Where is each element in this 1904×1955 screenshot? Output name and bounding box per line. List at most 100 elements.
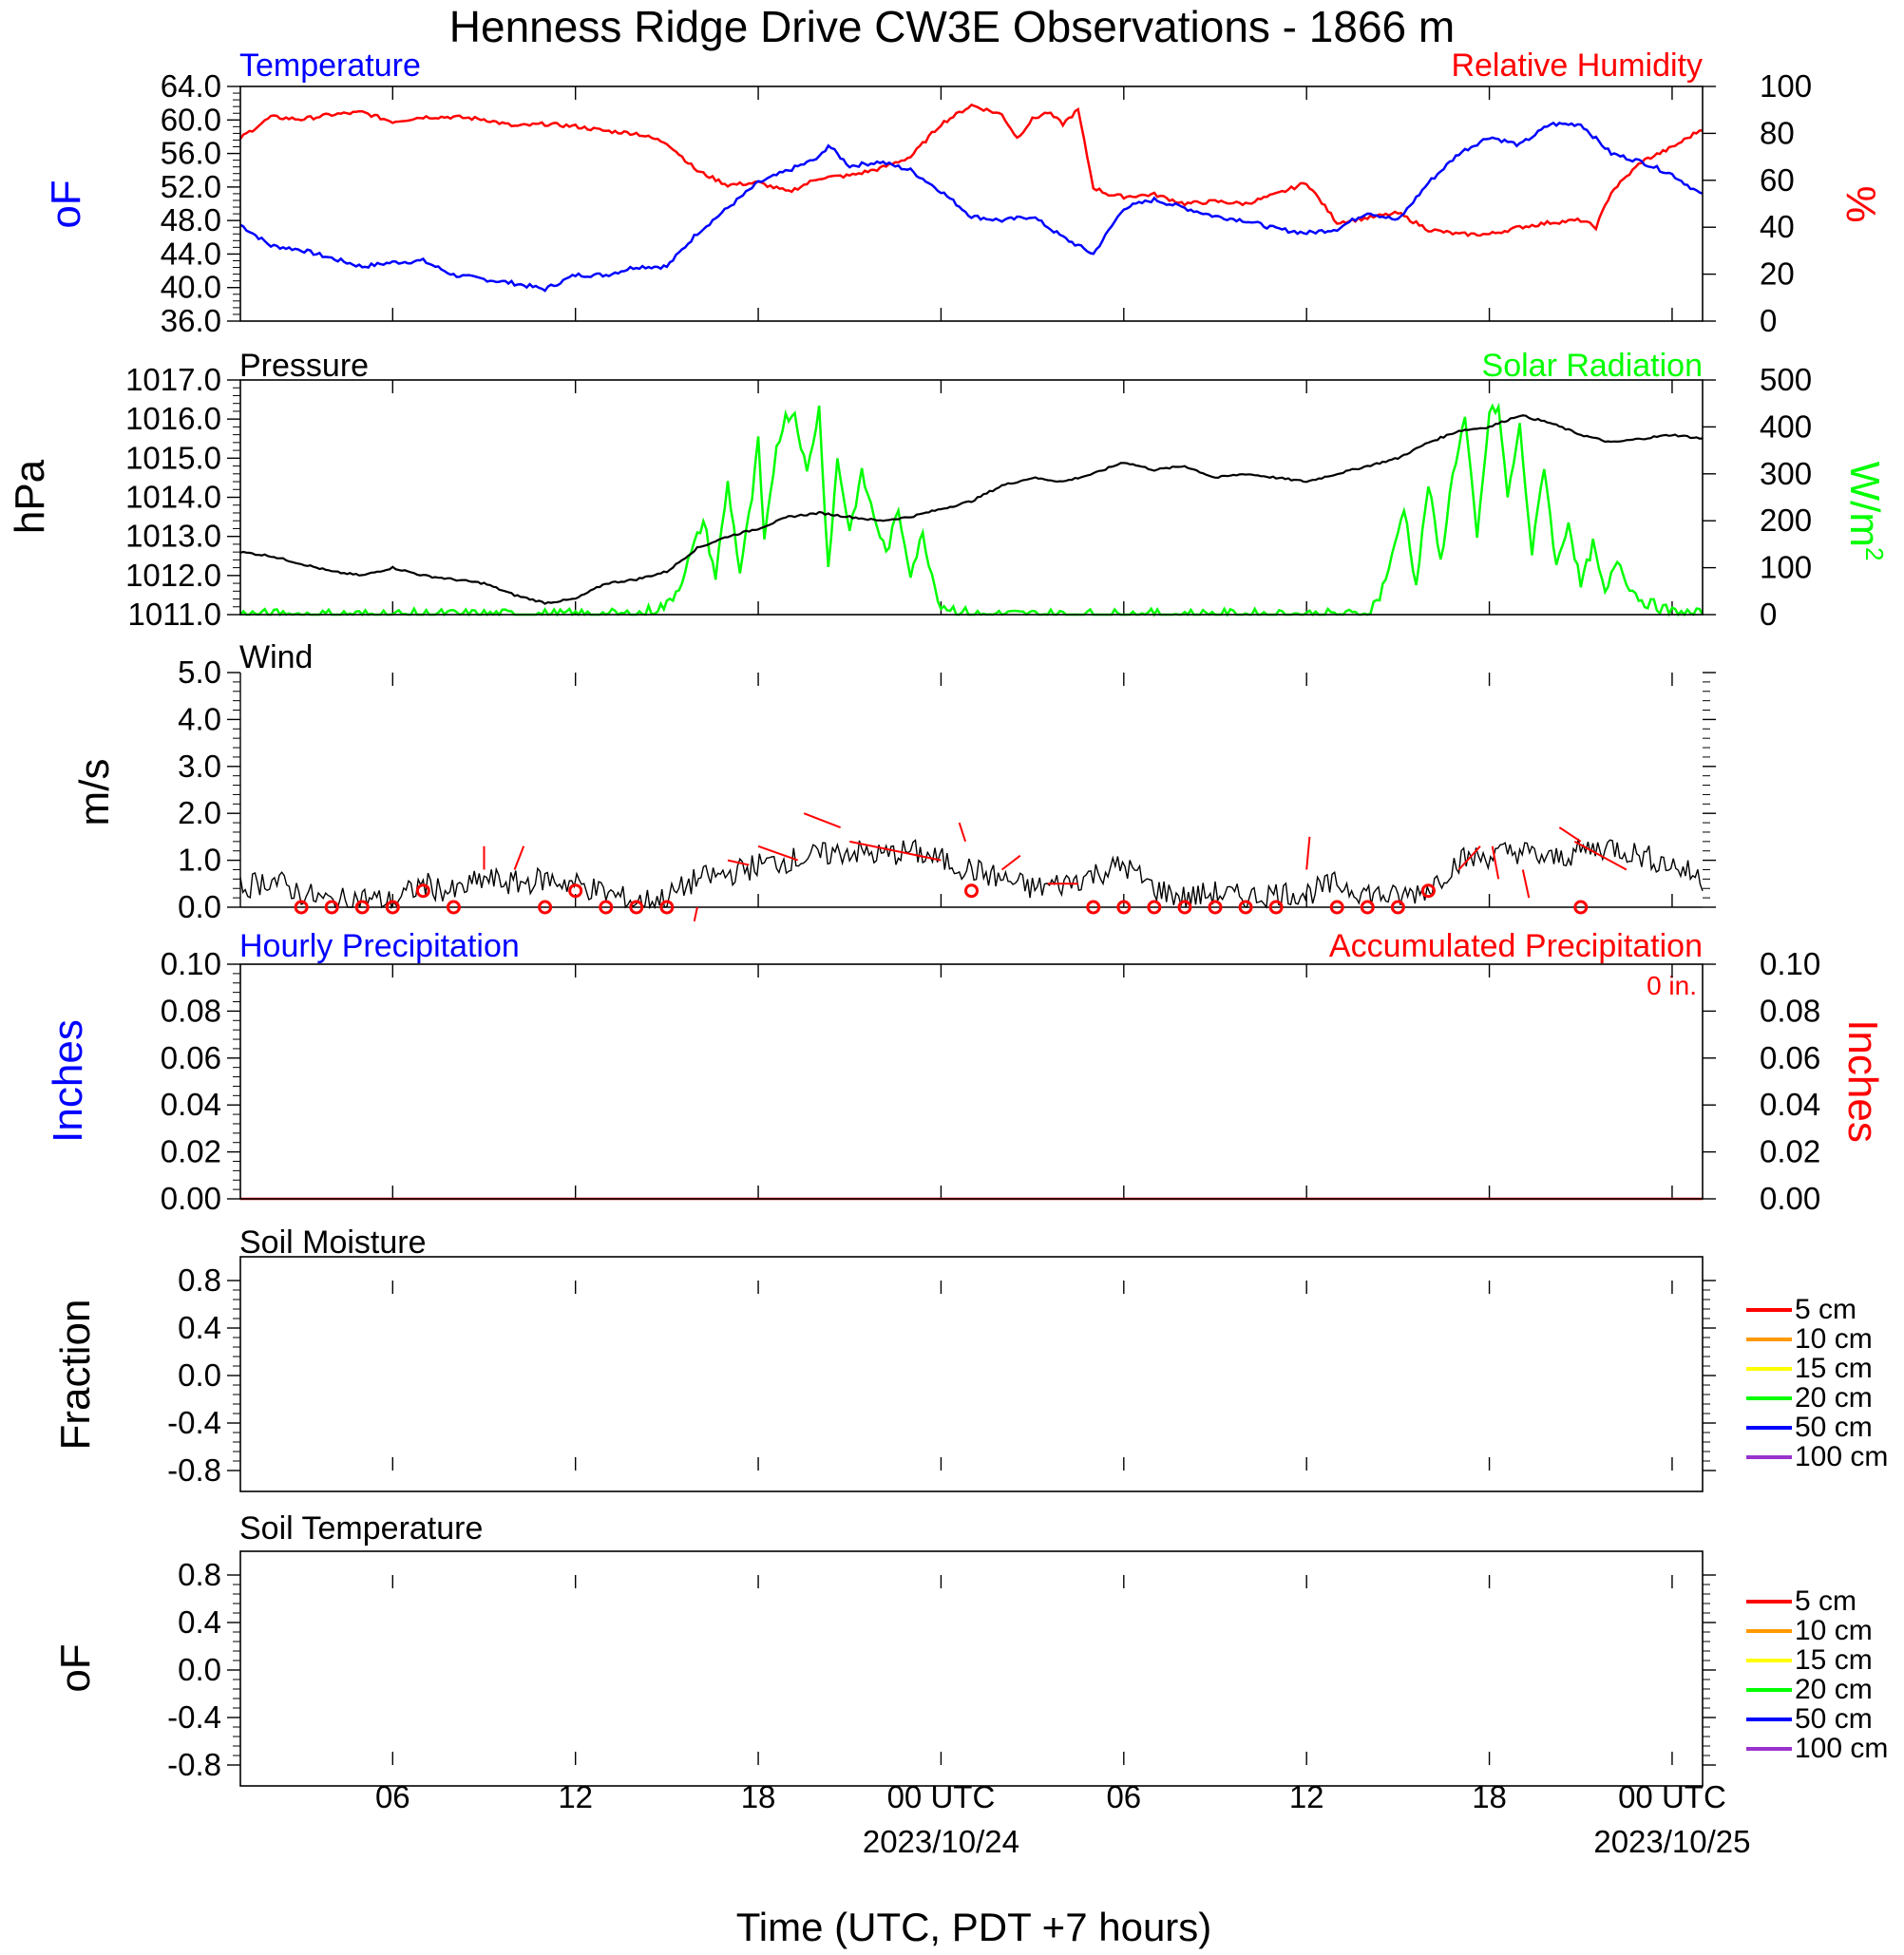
soil-legend-label: 15 cm xyxy=(1795,1353,1873,1384)
precip-right-tick-label: 0.00 xyxy=(1760,1181,1820,1216)
soil-moisture-frame xyxy=(239,1256,1704,1492)
soil-moisture-axis-label: Fraction xyxy=(52,1300,99,1451)
soil-legend-label: 5 cm xyxy=(1795,1585,1856,1617)
temp-y-tick-label: 64.0 xyxy=(161,68,221,104)
soil-legend-label: 100 cm xyxy=(1795,1733,1888,1764)
humidity-line xyxy=(238,103,1704,237)
soiltemp-y-tick-label: 0.4 xyxy=(178,1604,221,1640)
pressure-y-tick-label: 1013.0 xyxy=(125,519,221,554)
pressure-right-tick-label: 100 xyxy=(1760,550,1812,585)
temp-rh-panel: Temperature Relative Humidity oF % 64.06… xyxy=(43,47,1884,338)
wind-speed-line xyxy=(239,838,1704,910)
x-tick-label: 12 xyxy=(558,1779,593,1814)
wind-barb-staff xyxy=(1491,845,1500,880)
temperature-title: Temperature xyxy=(239,47,421,84)
soiltemp-y-tick-label: 0.0 xyxy=(178,1652,221,1687)
wind-calm-circle xyxy=(1086,900,1101,915)
pressure-axis-label: hPa xyxy=(7,459,53,534)
wind-y-tick-label: 4.0 xyxy=(178,701,221,736)
wind-barb-staff xyxy=(1521,869,1531,899)
pressure-right-tick-label: 0 xyxy=(1760,597,1777,632)
moisture-y-tick-label: 0.8 xyxy=(178,1262,221,1298)
soil-legend-label: 20 cm xyxy=(1795,1674,1873,1705)
soil-temperature-axis-label: oF xyxy=(52,1643,99,1692)
x-axis-title: Time (UTC, PDT +7 hours) xyxy=(736,1905,1212,1949)
soiltemp-y-tick-label: -0.4 xyxy=(167,1699,221,1735)
soil-moisture-panel: Soil Moisture Fraction 0.8 0.4 0.0 -0.4 -0.8… xyxy=(52,1224,1888,1492)
wind-calm-circle xyxy=(1329,900,1344,915)
x-tick-date: 2023/10/24 xyxy=(863,1824,1019,1859)
precip-right-tick-label: 0.10 xyxy=(1760,946,1820,981)
wind-barb-staff xyxy=(1305,836,1311,870)
wind-calm-circle xyxy=(599,900,614,915)
wind-calm-circle xyxy=(659,900,675,915)
pressure-y-tick-label: 1012.0 xyxy=(125,558,221,593)
hourly-precip-title: Hourly Precipitation xyxy=(239,928,520,964)
soil-temperature-title: Soil Temperature xyxy=(239,1510,483,1547)
wind-calm-circle xyxy=(1238,900,1253,915)
precip-y-tick-label: 0.08 xyxy=(161,993,221,1028)
pressure-y-tick-label: 1014.0 xyxy=(125,480,221,515)
pressure-y-tick-label: 1016.0 xyxy=(125,401,221,436)
x-tick-label: 00 UTC xyxy=(887,1779,996,1814)
precip-panel: Hourly Precipitation Accumulated Precipi… xyxy=(45,928,1886,1216)
wind-calm-circle xyxy=(294,900,309,915)
solar-axis-label: W/m2 xyxy=(1841,462,1889,561)
temp-y-tick-label: 36.0 xyxy=(161,303,221,338)
accum-precip-title: Accumulated Precipitation xyxy=(1329,928,1703,964)
wind-calm-circle xyxy=(629,900,644,915)
wind-calm-circle xyxy=(568,883,583,899)
temperature-axis-label: oF xyxy=(43,180,89,228)
moisture-y-tick-label: -0.8 xyxy=(167,1452,221,1488)
precip-right-tick-label: 0.06 xyxy=(1760,1040,1820,1075)
x-tick-label: 18 xyxy=(1472,1779,1507,1814)
temp-right-tick-label: 40 xyxy=(1760,209,1795,244)
temp-right-tick-label: 0 xyxy=(1760,303,1777,338)
precip-right-tick-label: 0.04 xyxy=(1760,1087,1820,1122)
x-axis-labels: 06 12 18 00 UTC 2023/10/24 06 12 18 00 UTC 2023/1… xyxy=(375,1779,1751,1859)
solar-unit-text: W/m xyxy=(1841,462,1888,547)
soiltemp-y-tick-label: -0.8 xyxy=(167,1747,221,1782)
pressure-right-tick-label: 300 xyxy=(1760,456,1812,491)
pressure-right-tick-label: 200 xyxy=(1760,503,1812,538)
wind-calm-circle xyxy=(1573,900,1589,915)
temp-right-tick-label: 60 xyxy=(1760,162,1795,198)
temp-y-tick-label: 60.0 xyxy=(161,102,221,137)
soil-temperature-panel: Soil Temperature oF 0.8 0.4 0.0 -0.4 -0.8 5 … xyxy=(52,1510,1888,1787)
precip-right-tick-label: 0.02 xyxy=(1760,1134,1820,1169)
soiltemp-y-tick-label: 0.8 xyxy=(178,1557,221,1592)
wind-barb-staff xyxy=(693,906,698,922)
temp-right-tick-label: 20 xyxy=(1760,256,1795,292)
wind-calm-circle xyxy=(385,900,400,915)
wind-calm-circle xyxy=(538,900,553,915)
soil-legend-label: 100 cm xyxy=(1795,1441,1888,1472)
moisture-y-tick-label: -0.4 xyxy=(167,1405,221,1440)
solar-unit-superscript: 2 xyxy=(1860,547,1889,560)
solar-radiation-line xyxy=(239,402,1704,617)
temp-y-tick-label: 40.0 xyxy=(161,270,221,305)
wind-calm-circle xyxy=(324,900,339,915)
pressure-solar-panel: Pressure Solar Radiation hPa W/m2 1017.0… xyxy=(7,348,1889,632)
temp-right-tick-label: 80 xyxy=(1760,115,1795,150)
precip-y-tick-label: 0.00 xyxy=(161,1181,221,1216)
precip-y-tick-label: 0.04 xyxy=(161,1087,221,1122)
wind-axis-label: m/s xyxy=(71,759,118,826)
wind-barb-staff xyxy=(757,845,799,862)
wind-calm-circle xyxy=(1420,883,1436,899)
x-tick-label: 06 xyxy=(375,1779,410,1814)
humidity-axis-label: % xyxy=(1837,185,1884,222)
wind-barb-staff xyxy=(1457,845,1481,871)
precip-y-tick-label: 0.10 xyxy=(161,946,221,981)
x-tick-label: 06 xyxy=(1106,1779,1141,1814)
wind-barb-staff xyxy=(1000,854,1021,871)
wind-calm-circle xyxy=(1390,900,1405,915)
precip-frame xyxy=(239,963,1704,1200)
wind-y-tick-label: 2.0 xyxy=(178,795,221,830)
x-tick-label: 12 xyxy=(1289,1779,1324,1814)
wind-calm-circle xyxy=(415,883,430,899)
pressure-title: Pressure xyxy=(239,348,369,384)
soil-moisture-title: Soil Moisture xyxy=(239,1224,427,1261)
pressure-right-tick-label: 500 xyxy=(1760,362,1812,397)
